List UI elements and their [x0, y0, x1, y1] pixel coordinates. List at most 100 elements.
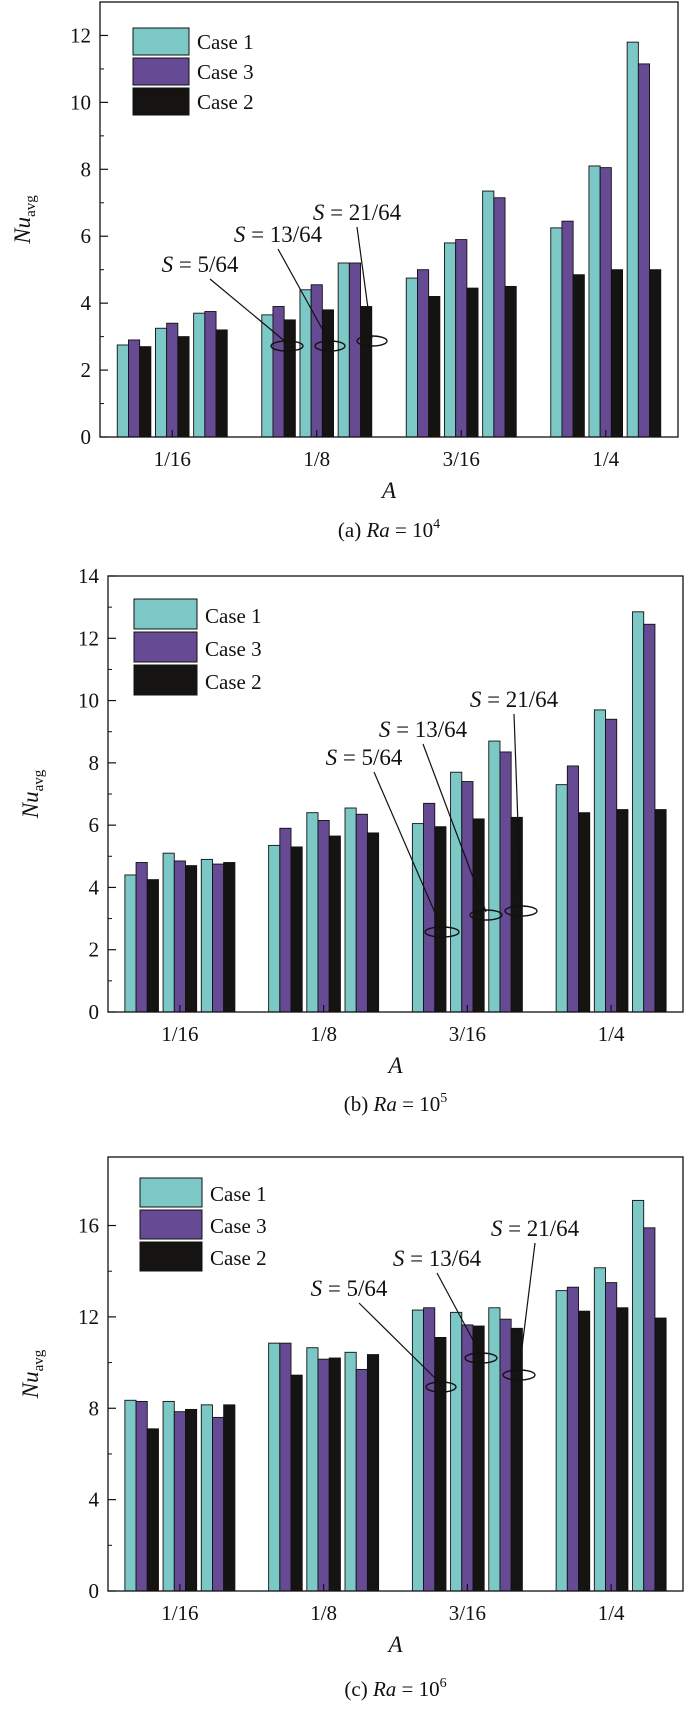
- legend-swatch: [133, 598, 198, 630]
- bar: [212, 1416, 225, 1592]
- plot-frame: [107, 1156, 684, 1592]
- bar: [200, 1404, 213, 1592]
- bar: [482, 190, 495, 438]
- annotation-leader: [373, 771, 443, 930]
- x-axis-label: A: [386, 1632, 403, 1657]
- bar: [632, 611, 645, 1013]
- bar: [578, 1310, 591, 1592]
- legend-label: Case 3: [210, 1214, 267, 1238]
- bar: [637, 63, 650, 438]
- bar: [162, 852, 175, 1013]
- plot-frame: [99, 1, 679, 438]
- annotation-ellipse: [270, 340, 304, 352]
- annotation-ellipse: [502, 1369, 536, 1381]
- bar: [299, 289, 312, 438]
- y-axis-label: Nuavg: [10, 195, 39, 245]
- bar: [366, 832, 380, 1013]
- bar: [643, 623, 656, 1013]
- bar: [417, 269, 430, 438]
- bar: [643, 1227, 656, 1592]
- bar: [306, 1347, 319, 1592]
- bar: [444, 242, 457, 438]
- bar: [654, 809, 667, 1013]
- bar: [177, 336, 190, 438]
- bar: [348, 262, 362, 438]
- bar: [279, 827, 292, 1013]
- bar: [200, 858, 213, 1013]
- x-tick-label: 1/4: [598, 1022, 625, 1046]
- bar: [423, 1307, 436, 1592]
- bar: [472, 1325, 485, 1592]
- annotation-leader: [422, 743, 487, 913]
- x-tick-label: 1/16: [161, 1022, 198, 1046]
- caption: (a) Ra = 104: [338, 517, 440, 542]
- x-tick-label: 1/8: [310, 1022, 337, 1046]
- bar: [610, 269, 623, 438]
- legend-label: Case 1: [197, 30, 254, 54]
- annotation-ellipse: [504, 905, 538, 917]
- bar: [605, 718, 618, 1013]
- x-axis-label: A: [380, 478, 397, 503]
- bar: [566, 1286, 579, 1592]
- bar: [317, 1358, 330, 1592]
- bar: [578, 812, 591, 1013]
- bar: [593, 709, 606, 1013]
- legend-label: Case 1: [205, 604, 262, 628]
- y-tick-label: 4: [89, 1488, 100, 1512]
- bar: [466, 287, 479, 438]
- y-tick-label: 12: [70, 23, 91, 47]
- bar: [127, 339, 141, 438]
- x-tick-label: 1/16: [161, 1601, 198, 1625]
- bar: [561, 220, 574, 438]
- bar: [504, 285, 517, 438]
- bar: [154, 327, 168, 438]
- caption: (b) Ra = 105: [344, 1091, 447, 1116]
- bar: [321, 309, 335, 438]
- chart-c: 1/16 1/8 3/16 1/4 0 4 8 12 16 Nuavg A (c) Ra = 106 C…: [18, 1156, 684, 1701]
- legend-swatch: [132, 87, 190, 116]
- bar: [135, 1400, 148, 1592]
- bar: [283, 319, 296, 438]
- y-tick-label: 6: [89, 813, 100, 837]
- y-tick-label: 12: [78, 626, 99, 650]
- annotation-leader: [358, 1302, 442, 1385]
- annotation-ellipse: [425, 1381, 457, 1393]
- bar: [366, 1354, 380, 1592]
- bar: [411, 823, 425, 1013]
- annotation-label: S = 5/64: [162, 252, 239, 277]
- bar: [550, 227, 563, 438]
- bar: [317, 820, 330, 1013]
- bar: [162, 1400, 175, 1592]
- x-tick-label: 1/4: [592, 447, 619, 471]
- legend-label: Case 3: [205, 637, 262, 661]
- legend-swatch: [139, 1209, 203, 1240]
- bar: [654, 1317, 667, 1592]
- bar: [434, 826, 447, 1013]
- bar: [434, 1336, 447, 1592]
- bar: [173, 860, 186, 1013]
- y-tick-label: 8: [89, 751, 100, 775]
- annotation-label: S = 21/64: [313, 200, 402, 225]
- bar: [124, 874, 137, 1013]
- bar: [428, 296, 441, 438]
- bar: [626, 41, 639, 438]
- caption: (c) Ra = 106: [344, 1676, 446, 1701]
- annotation-label: S = 5/64: [326, 745, 403, 770]
- bar: [455, 239, 468, 438]
- bar: [166, 322, 179, 438]
- x-tick-label: 1/4: [598, 1601, 625, 1625]
- annotation-label: S = 5/64: [311, 1276, 388, 1301]
- y-tick-label: 2: [89, 938, 100, 962]
- legend-swatch: [133, 631, 198, 663]
- bar: [116, 344, 129, 438]
- bar: [185, 865, 198, 1013]
- bar: [328, 1357, 341, 1592]
- legend-label: Case 3: [197, 60, 254, 84]
- legend-swatch: [132, 27, 190, 56]
- annotation-leader: [518, 1242, 536, 1373]
- bar: [204, 311, 217, 438]
- bar: [499, 751, 512, 1013]
- x-tick-label: 1/16: [154, 447, 191, 471]
- bar: [450, 1311, 463, 1592]
- y-tick-label: 8: [89, 1396, 100, 1420]
